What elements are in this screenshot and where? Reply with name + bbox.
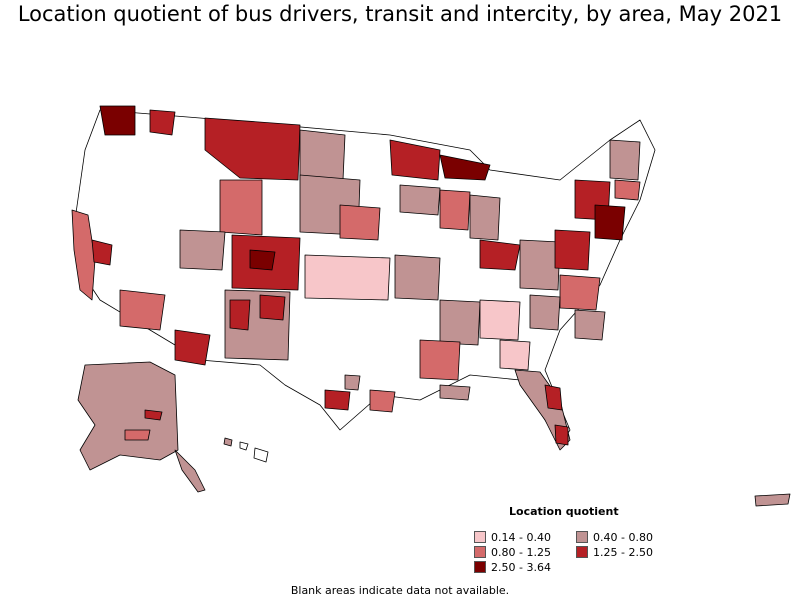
map-region <box>219 179 263 236</box>
map-region <box>259 294 286 321</box>
map-region <box>394 254 441 301</box>
map-region <box>174 449 206 493</box>
map-region <box>369 389 396 413</box>
legend-item-4: 2.50 - 3.64 <box>474 560 551 574</box>
map-region <box>439 299 481 346</box>
legend-swatch <box>576 531 588 543</box>
map-region <box>469 194 501 241</box>
map-region <box>499 339 531 371</box>
map-region <box>91 239 113 266</box>
map-region <box>439 384 471 401</box>
legend-swatch <box>474 546 486 558</box>
legend-swatch <box>576 546 588 558</box>
map-region <box>479 239 521 271</box>
map-region <box>99 105 136 136</box>
map-region <box>124 429 151 441</box>
map-region <box>554 229 591 271</box>
map-region <box>253 447 269 463</box>
map-region <box>249 249 276 271</box>
map-region <box>299 129 346 181</box>
map-region <box>71 209 96 301</box>
map-region <box>339 204 381 241</box>
map-region <box>439 154 491 181</box>
map-region <box>559 274 601 311</box>
map-region <box>574 309 606 341</box>
map-region <box>554 424 569 446</box>
legend-label: 0.40 - 0.80 <box>593 530 653 544</box>
map-region <box>439 189 471 231</box>
map-region <box>609 139 641 181</box>
legend-label: 2.50 - 3.64 <box>491 560 551 574</box>
map-region <box>529 294 561 331</box>
legend-swatch <box>474 531 486 543</box>
footnote: Blank areas indicate data not available. <box>290 584 510 597</box>
map-region <box>119 289 166 331</box>
map-region <box>544 384 563 411</box>
map-title: Location quotient of bus drivers, transi… <box>17 2 783 26</box>
map-region <box>389 139 441 181</box>
map-region <box>204 117 301 181</box>
map-region <box>174 329 211 366</box>
map-region <box>754 493 791 507</box>
legend-item-2: 0.80 - 1.25 <box>474 545 551 559</box>
map-region <box>239 441 249 451</box>
legend-label: 0.14 - 0.40 <box>491 530 551 544</box>
map-regions <box>71 105 791 507</box>
legend-item-3: 1.25 - 2.50 <box>576 545 653 559</box>
legend-label: 0.80 - 1.25 <box>491 545 551 559</box>
map-region <box>229 299 251 331</box>
legend-swatch <box>474 561 486 573</box>
map-region <box>144 409 163 421</box>
map-region <box>594 204 626 241</box>
map-region <box>519 239 561 291</box>
map-region <box>324 389 351 411</box>
map-region <box>223 437 233 447</box>
map-region <box>149 109 176 136</box>
map-region <box>419 339 461 381</box>
map-region <box>344 374 361 391</box>
map-region <box>399 184 441 216</box>
map-region <box>614 179 641 201</box>
map-region <box>77 361 179 471</box>
map-region <box>304 254 391 301</box>
legend-label: 1.25 - 2.50 <box>593 545 653 559</box>
map-region <box>479 299 521 341</box>
legend-item-1: 0.40 - 0.80 <box>576 530 653 544</box>
map-region <box>179 229 226 271</box>
legend-item-0: 0.14 - 0.40 <box>474 530 551 544</box>
legend-title: Location quotient <box>509 505 619 518</box>
